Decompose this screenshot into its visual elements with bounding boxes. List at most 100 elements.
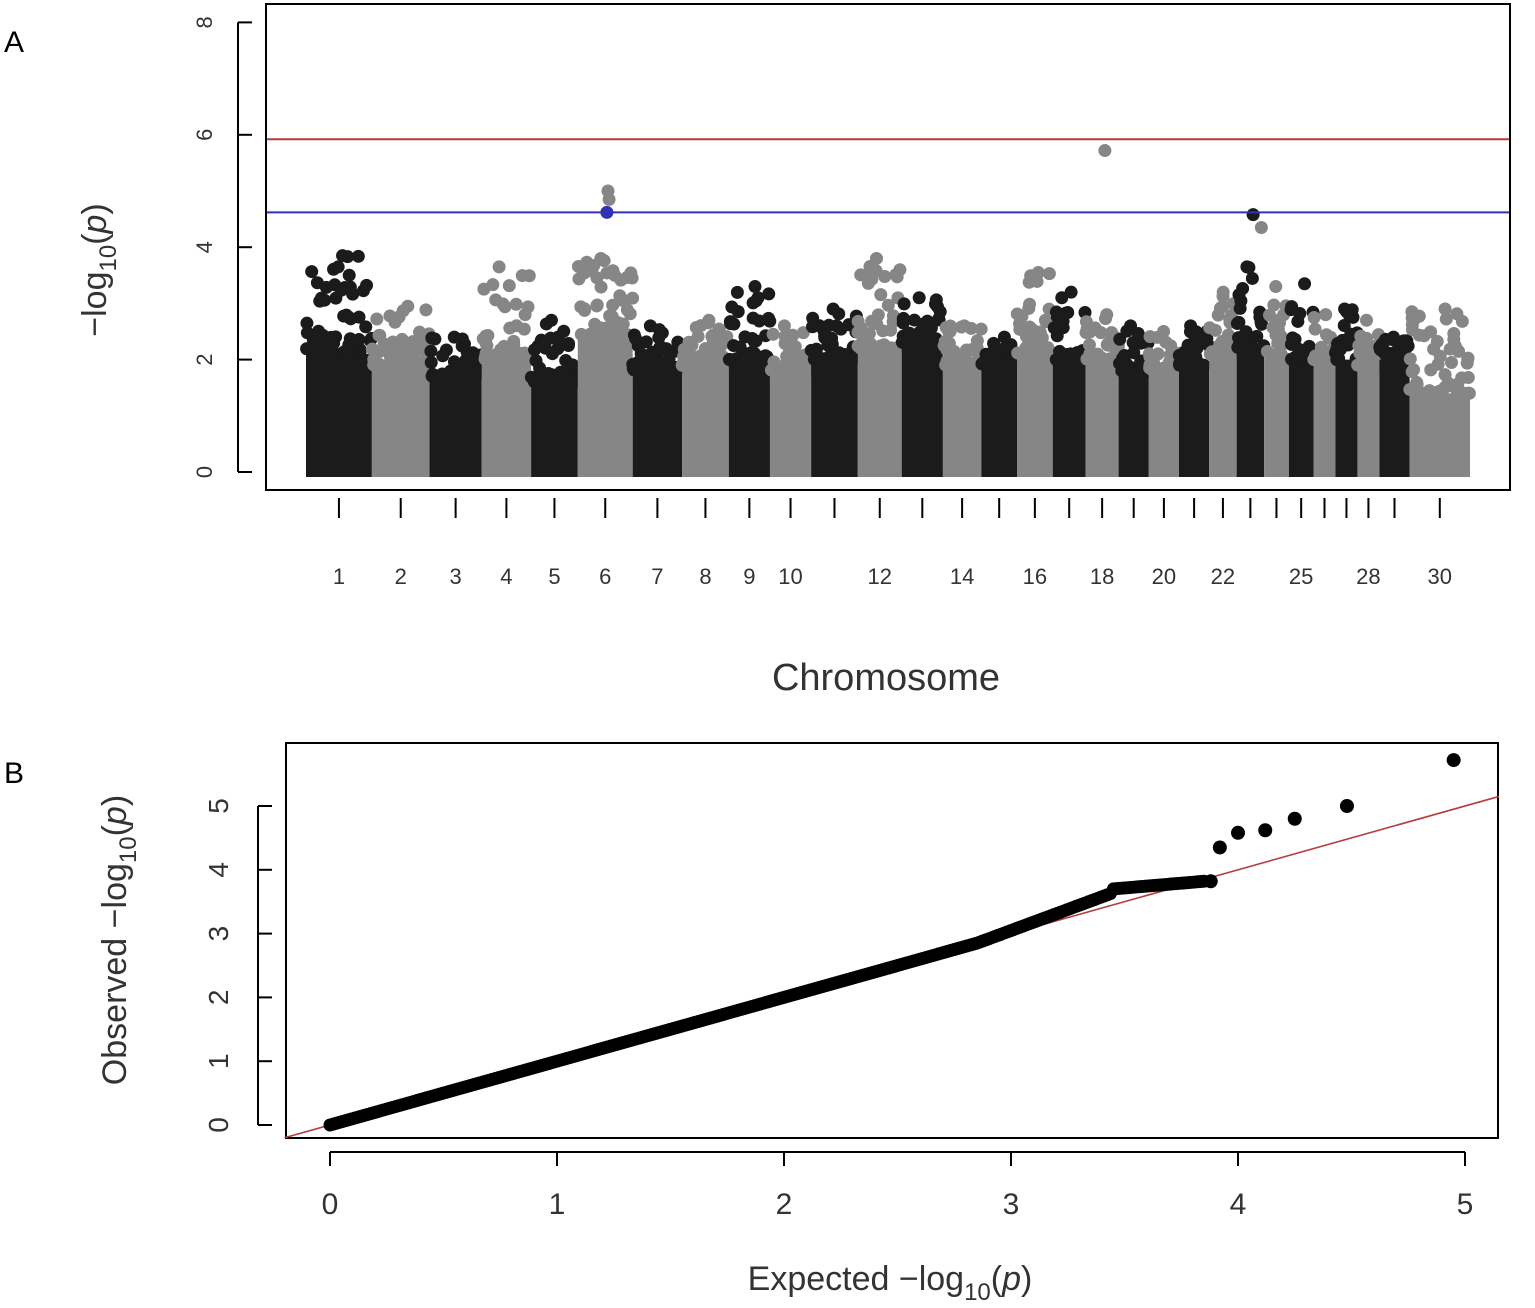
snp-point <box>389 316 402 329</box>
chromosome-3-dense-band <box>430 376 482 477</box>
chromosome-30-peak-point <box>1439 303 1452 316</box>
snp-point <box>1411 310 1424 323</box>
chromosome-14-points <box>938 319 988 477</box>
snp-point <box>574 300 587 313</box>
chromosome-13-peak-point <box>913 291 926 304</box>
snp-point <box>903 329 916 342</box>
qq-x-tick-label: 4 <box>1230 1188 1247 1221</box>
chromosome-28-peak-point <box>1360 314 1373 327</box>
chromosome-29-peak-point <box>1387 331 1400 344</box>
snp-point <box>806 312 819 325</box>
snp-point <box>620 271 633 284</box>
snp-point <box>1463 387 1476 400</box>
snp-point <box>503 279 516 292</box>
chromosome-19-points <box>1113 319 1154 477</box>
snp-point <box>939 359 952 372</box>
snp-point <box>874 288 887 301</box>
snp-point <box>1311 352 1324 365</box>
chromosome-19-peak-point <box>1124 319 1137 332</box>
snp-point <box>629 332 642 345</box>
snp-point <box>1407 363 1420 376</box>
qq-y-axis-label: Observed −log10(p) <box>96 795 142 1085</box>
chromosome-27-peak-point <box>1338 303 1351 316</box>
snp-point <box>624 307 637 320</box>
snp-point <box>1413 329 1426 342</box>
snp-point <box>762 312 775 325</box>
qq-plot-frame <box>286 743 1498 1138</box>
chromosome-22-peak-point <box>1217 286 1230 299</box>
snp-point <box>930 293 943 306</box>
manhattan-x-tick-label: 5 <box>548 564 560 589</box>
snp-point <box>496 297 509 310</box>
chromosome-20-points <box>1143 325 1185 477</box>
snp-point <box>413 333 426 346</box>
snp-point <box>360 279 373 292</box>
snp-point <box>830 319 843 332</box>
chromosome-16-points <box>1011 266 1057 477</box>
snp-point <box>1383 353 1396 366</box>
snp-point <box>519 308 532 321</box>
snp-point <box>1308 311 1321 324</box>
chromosome-23-peak-point <box>1240 260 1253 273</box>
qq-y-tick-label: 1 <box>203 1053 234 1069</box>
snp-point <box>603 309 616 322</box>
manhattan-x-tick-label: 9 <box>743 564 755 589</box>
snp-point <box>1439 368 1452 381</box>
qq-y-tick-label: 5 <box>203 798 234 814</box>
chromosome-12-peak-point <box>870 252 883 265</box>
qq-tail-point-1 <box>1204 874 1218 888</box>
snp-point <box>1050 353 1063 366</box>
chromosome-26-peak-point <box>1319 308 1332 321</box>
snp-point <box>387 358 400 371</box>
snp-point <box>943 337 956 350</box>
snp-point <box>329 292 342 305</box>
snp-point <box>723 353 736 366</box>
snp-point <box>1285 303 1298 316</box>
snp-point <box>856 341 869 354</box>
snp-point <box>678 353 691 366</box>
snp-point <box>1214 302 1227 315</box>
snp-point <box>870 317 883 330</box>
snp-point <box>554 336 567 349</box>
snp-point <box>1423 386 1436 399</box>
chromosome-7-peak-point <box>644 319 657 332</box>
manhattan-x-tick-label: 30 <box>1428 564 1452 589</box>
snp-point <box>706 353 719 366</box>
top-hit-point-6 <box>1255 221 1268 234</box>
manhattan-x-tick-label: 22 <box>1211 564 1235 589</box>
snp-point <box>510 298 523 311</box>
qq-tail-point-2 <box>1213 840 1227 854</box>
qq-point-cloud <box>324 875 1211 1132</box>
manhattan-x-tick-label: 8 <box>699 564 711 589</box>
snp-point <box>880 342 893 355</box>
snp-point <box>1022 302 1035 315</box>
snp-point <box>429 370 442 383</box>
manhattan-x-tick-label: 25 <box>1289 564 1313 589</box>
snp-point <box>300 317 313 330</box>
snp-point <box>1332 352 1345 365</box>
qq-x-axis: 012345 <box>322 1152 1474 1221</box>
chromosome-25-dense-band <box>1289 360 1314 477</box>
snp-point <box>731 286 744 299</box>
snp-point <box>683 336 696 349</box>
chromosome-14-peak-point <box>958 319 971 332</box>
snp-point <box>649 353 662 366</box>
snp-point <box>425 356 438 369</box>
manhattan-x-tick-label: 14 <box>950 564 974 589</box>
snp-point <box>510 319 523 332</box>
snp-point <box>464 350 477 363</box>
chromosome-17-dense-band <box>1053 360 1086 477</box>
snp-point <box>1451 385 1464 398</box>
snp-point <box>1013 323 1026 336</box>
snp-point <box>578 267 591 280</box>
snp-point <box>921 315 934 328</box>
snp-point <box>1188 341 1201 354</box>
snp-point <box>898 297 911 310</box>
chromosome-20-dense-band <box>1149 371 1179 477</box>
chromosome-9-dense-band <box>729 360 770 477</box>
qq-tail-point-4 <box>1258 823 1272 837</box>
snp-point <box>1034 346 1047 359</box>
chromosome-25-peak-point <box>1298 277 1311 290</box>
